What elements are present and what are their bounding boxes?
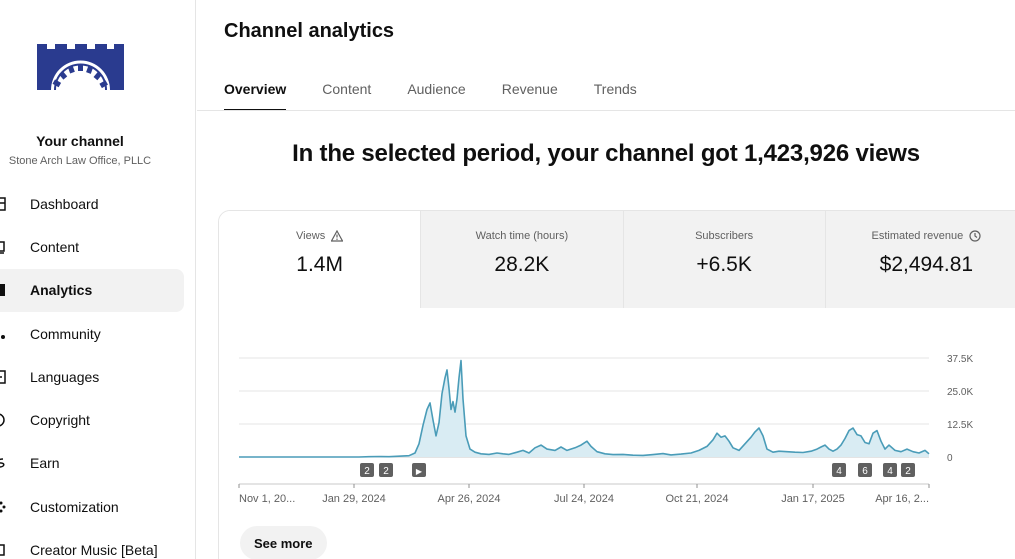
sidebar-item-dashboard[interactable]: Dashboard <box>0 182 196 225</box>
tab-audience[interactable]: Audience <box>407 81 466 97</box>
annotation-marker[interactable]: 2 <box>379 463 393 477</box>
annotation-marker[interactable]: 4 <box>883 463 897 477</box>
sidebar-item-label: Content <box>30 238 80 255</box>
tab-trends[interactable]: Trends <box>593 81 637 97</box>
sidebar-nav: Dashboard Content Analytics Community La… <box>0 182 196 559</box>
views-area <box>239 360 929 457</box>
marker-label: 2 <box>905 466 911 477</box>
x-tick-label: Jan 17, 2025 <box>781 493 845 505</box>
x-tick-label: Oct 21, 2024 <box>666 493 729 505</box>
metric-watch-time[interactable]: Watch time (hours) 28.2K <box>420 211 623 308</box>
languages-icon <box>0 370 6 384</box>
marker-label: 2 <box>364 466 370 477</box>
community-icon <box>0 327 6 341</box>
metric-label: Views <box>296 230 326 242</box>
annotation-marker[interactable]: 6 <box>858 463 872 477</box>
sidebar-item-content[interactable]: Content <box>0 225 196 268</box>
metric-subscribers[interactable]: Subscribers +6.5K <box>622 211 825 308</box>
sidebar-item-label: Dashboard <box>30 195 99 212</box>
metric-value: 1.4M <box>296 253 343 276</box>
sidebar-item-label: Community <box>30 325 101 342</box>
earn-icon <box>0 456 6 470</box>
sidebar-item-earn[interactable]: Earn <box>0 442 196 485</box>
marker-badge <box>379 463 393 477</box>
marker-badge <box>858 463 872 477</box>
page-title: Channel analytics <box>224 20 395 42</box>
sidebar-item-creator-music[interactable]: Creator Music [Beta] <box>0 528 196 559</box>
metric-label: Estimated revenue <box>871 230 964 242</box>
tab-bar: Overview Content Audience Revenue Trends <box>224 78 673 111</box>
customization-icon <box>0 500 6 514</box>
marker-label: ▶ <box>416 467 423 476</box>
marker-label: 6 <box>862 466 868 477</box>
views-headline: In the selected period, your channel got… <box>292 140 920 167</box>
sidebar-item-label: Analytics <box>30 282 93 299</box>
sidebar-item-community[interactable]: Community <box>0 312 196 355</box>
tab-content[interactable]: Content <box>322 81 372 97</box>
copyright-icon <box>0 413 6 427</box>
x-tick-label: Apr 16, 2... <box>875 493 929 505</box>
views-chart[interactable]: 37.5K 25.0K 12.5K 0 2 2 ▶ 4 6 4 2 Nov 1, 20... Jan 2… <box>219 308 1015 528</box>
metric-revenue[interactable]: Estimated revenue $2,494.81 <box>824 211 1015 308</box>
marker-label: 4 <box>836 466 842 477</box>
x-tick-label: Apr 26, 2024 <box>438 493 501 505</box>
y-tick-label: 25.0K <box>947 387 973 398</box>
marker-label: 4 <box>887 466 893 477</box>
see-more-button[interactable]: See more <box>240 526 327 559</box>
main-content: Channel analytics Overview Content Audie… <box>197 0 1015 559</box>
content-icon <box>0 240 6 254</box>
warning-icon[interactable] <box>331 230 344 242</box>
sidebar-item-label: Languages <box>30 368 100 385</box>
tab-revenue[interactable]: Revenue <box>501 81 558 97</box>
marker-badge <box>883 463 897 477</box>
metric-value: 28.2K <box>494 253 550 276</box>
sidebar-item-label: Creator Music [Beta] <box>30 542 158 559</box>
sidebar: Your channel Stone Arch Law Office, PLLC… <box>0 0 196 559</box>
sidebar-item-analytics[interactable]: Analytics <box>0 268 184 312</box>
sidebar-item-label: Copyright <box>30 412 90 429</box>
metric-value: +6.5K <box>696 253 752 276</box>
x-tick-label: Nov 1, 20... <box>239 493 295 505</box>
sidebar-item-label: Earn <box>30 455 60 472</box>
annotation-marker[interactable]: 4 <box>832 463 846 477</box>
sidebar-item-copyright[interactable]: Copyright <box>0 398 196 441</box>
annotation-marker[interactable]: ▶ <box>412 463 426 477</box>
metric-label: Subscribers <box>695 230 754 242</box>
sidebar-item-languages[interactable]: Languages <box>0 355 196 398</box>
marker-badge <box>832 463 846 477</box>
metric-label: Watch time (hours) <box>475 230 569 242</box>
sidebar-item-customization[interactable]: Customization <box>0 485 196 528</box>
y-tick-label: 12.5K <box>947 420 973 431</box>
channel-title: Your channel <box>36 133 124 149</box>
metric-tabs: Views 1.4M Watch time (hours) 28.2K Subs… <box>219 211 1015 308</box>
x-tick-label: Jan 29, 2024 <box>322 493 386 505</box>
metric-value: $2,494.81 <box>879 253 974 276</box>
dashboard-icon <box>0 196 6 211</box>
channel-subtitle: Stone Arch Law Office, PLLC <box>8 155 152 167</box>
marker-badge <box>360 463 374 477</box>
music-icon <box>0 543 6 557</box>
tabs-divider <box>197 110 1015 111</box>
views-line <box>239 359 930 458</box>
marker-label: 2 <box>383 466 389 477</box>
y-tick-label: 37.5K <box>947 354 973 365</box>
clock-icon[interactable] <box>969 230 981 242</box>
metric-views[interactable]: Views 1.4M <box>219 211 421 308</box>
marker-badge <box>412 463 426 477</box>
annotation-marker[interactable]: 2 <box>360 463 374 477</box>
y-tick-label: 0 <box>947 453 953 464</box>
x-tick-label: Jul 24, 2024 <box>554 493 614 505</box>
sidebar-item-label: Customization <box>30 498 119 515</box>
metrics-card: Views 1.4M Watch time (hours) 28.2K Subs… <box>218 210 1015 559</box>
tab-overview[interactable]: Overview <box>224 78 287 111</box>
channel-logo[interactable] <box>37 44 124 91</box>
analytics-icon <box>0 283 6 297</box>
marker-badge <box>901 463 915 477</box>
annotation-marker[interactable]: 2 <box>901 463 915 477</box>
